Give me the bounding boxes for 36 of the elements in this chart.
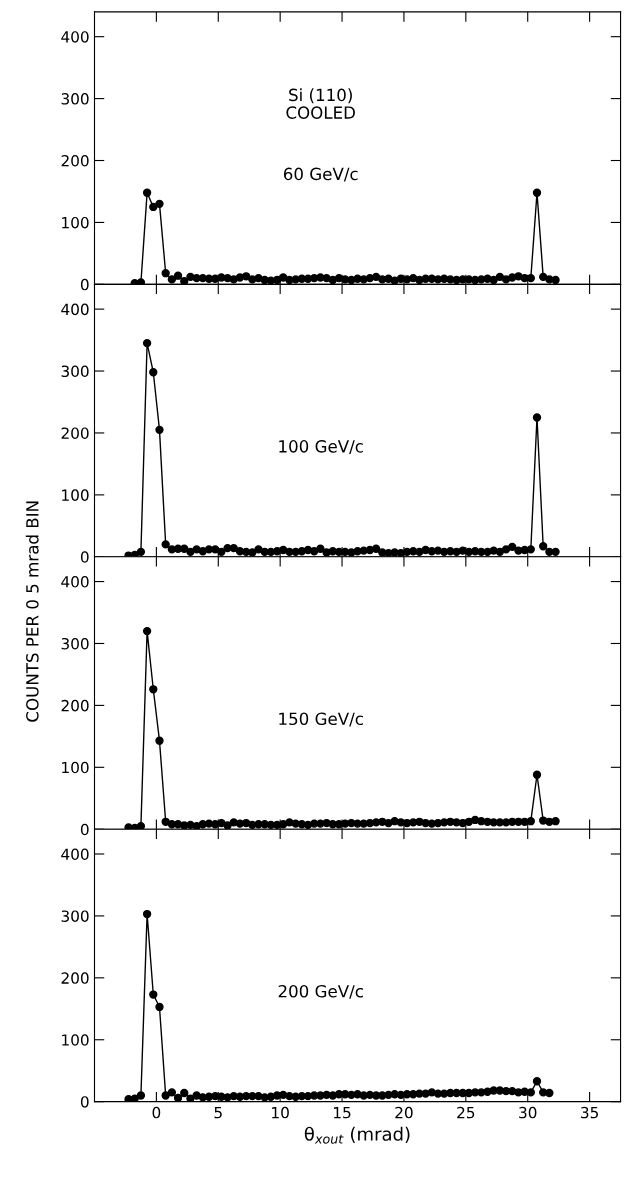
y-tick-label: 300 xyxy=(61,93,89,105)
x-tick-label: 30 xyxy=(519,1106,537,1119)
y-tick-label: 200 xyxy=(61,427,89,439)
y-tick-label: 100 xyxy=(62,761,89,774)
annotation: 60 GeV/c xyxy=(283,167,358,182)
y-tick-label: 400 xyxy=(61,303,89,316)
annotation: 200 GeV/c xyxy=(278,984,363,999)
y-tick-label: 200 xyxy=(61,154,89,167)
x-tick-label: 20 xyxy=(395,1106,413,1119)
x-tick-label: 15 xyxy=(334,1107,351,1119)
annotation: COOLED xyxy=(286,106,355,119)
y-tick-label: 0 xyxy=(80,823,89,836)
y-tick-label: 400 xyxy=(61,31,89,43)
y-tick-label: 0 xyxy=(80,1096,89,1108)
y-tick-label: 0 xyxy=(80,278,89,291)
y-tick-label: 0 xyxy=(80,551,89,563)
x-axis-title: θ$_{xout}$ (mrad) xyxy=(304,1126,410,1144)
x-tick-label: 5 xyxy=(214,1107,222,1119)
y-tick-label: 300 xyxy=(61,365,89,378)
x-tick-label: 25 xyxy=(457,1106,475,1119)
y-tick-label: 100 xyxy=(62,1034,89,1046)
annotation: 150 GeV/c xyxy=(279,712,363,727)
y-tick-label: 400 xyxy=(61,848,89,861)
y-tick-label: 400 xyxy=(61,576,89,588)
x-tick-label: 0 xyxy=(152,1106,161,1119)
y-tick-label: 200 xyxy=(61,972,89,984)
y-tick-label: 100 xyxy=(62,216,89,229)
x-tick-label: 35 xyxy=(581,1106,598,1119)
y-tick-label: 100 xyxy=(62,489,89,501)
y-tick-label: 200 xyxy=(61,699,89,712)
annotation: 100 GeV/c xyxy=(279,440,363,454)
annotation: Si (110) xyxy=(289,88,352,104)
y-axis-title: COUNTS PER 0 5 mrad BIN xyxy=(25,501,39,722)
y-tick-label: 300 xyxy=(61,910,89,922)
y-tick-label: 300 xyxy=(61,637,89,650)
x-tick-label: 10 xyxy=(272,1106,289,1119)
